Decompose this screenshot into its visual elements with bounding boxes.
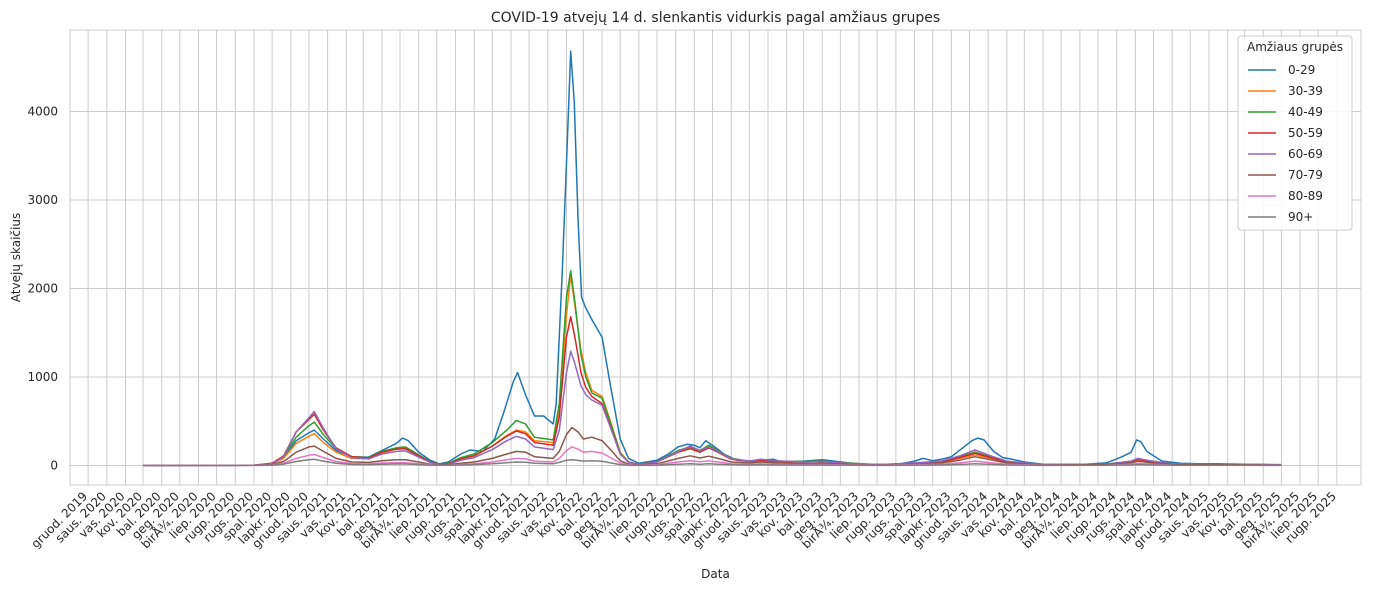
y-tick-label: 0	[50, 459, 58, 473]
legend-box	[1237, 35, 1353, 231]
series-line-80-89	[142, 446, 1282, 467]
series-line-90+	[142, 458, 1282, 467]
y-tick-label: 2000	[27, 281, 58, 295]
y-tick-label: 4000	[27, 104, 58, 118]
legend-items: 0-29 30-39 40-49 50-59 60-69 70-79 80-89 90+	[1248, 63, 1323, 224]
legend-label: 30-39	[1288, 84, 1323, 98]
y-tick-label: 3000	[27, 193, 58, 207]
legend-label: 70-79	[1288, 168, 1323, 182]
grid	[70, 30, 1361, 485]
series-line-0-29	[142, 50, 1282, 467]
chart-title: COVID-19 atvejų 14 d. slenkantis vidurki…	[491, 10, 940, 26]
legend-label: 0-29	[1288, 63, 1315, 77]
series-line-70-79	[142, 426, 1282, 467]
y-axis-title: Atvejų skaičius	[9, 213, 23, 302]
series-lines	[142, 50, 1282, 467]
legend-title: Amžiaus grupės	[1247, 40, 1343, 54]
plot-background	[70, 30, 1361, 485]
legend: Amžiaus grupės 0-29 30-39 40-49 50-59 60-69 7…	[1237, 35, 1353, 231]
y-tick-labels: 0 1000 2000 3000 4000	[27, 104, 58, 472]
legend-label: 90+	[1288, 210, 1313, 224]
plot-frame	[69, 29, 1362, 486]
legend-label: 60-69	[1288, 147, 1323, 161]
legend-label: 50-59	[1288, 126, 1323, 140]
series-line-60-69	[142, 350, 1282, 467]
series-line-50-59	[142, 316, 1282, 467]
legend-label: 40-49	[1288, 105, 1323, 119]
x-axis-title: Data	[701, 567, 730, 581]
y-tick-label: 1000	[27, 370, 58, 384]
legend-label: 80-89	[1288, 189, 1323, 203]
